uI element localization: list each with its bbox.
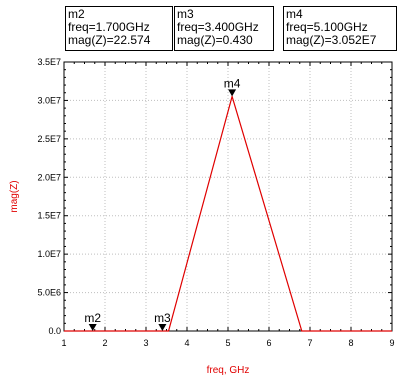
x-tick-label: 7 <box>307 338 312 348</box>
x-tick-label: 2 <box>102 338 107 348</box>
x-tick-label: 4 <box>184 338 189 348</box>
y-tick-label: 0.0 <box>48 326 61 336</box>
marker-m2-label: m2 <box>84 311 101 325</box>
marker-readout-freq: freq=3.400GHz <box>177 20 259 34</box>
marker-readout-name: m4 <box>286 7 303 21</box>
x-tick-label: 9 <box>389 338 394 348</box>
x-tick-label: 5 <box>225 338 230 348</box>
marker-readout-m4: m4 freq=5.100GHz mag(Z)=3.052E7 <box>283 6 397 51</box>
y-tick-label: 1.5E7 <box>37 211 61 221</box>
y-tick-label: 3.0E7 <box>37 95 61 105</box>
marker-m3-label: m3 <box>154 311 171 325</box>
y-tick-label: 1.0E7 <box>37 249 61 259</box>
marker-readout-mag: mag(Z)=0.430 <box>177 33 253 47</box>
marker-readout-freq: freq=5.100GHz <box>286 20 368 34</box>
marker-m3-triangle <box>158 324 167 331</box>
marker-m4-triangle <box>228 89 237 97</box>
y-tick-label: 5.0E6 <box>37 288 61 298</box>
plot-frame <box>63 61 393 332</box>
x-tick-label: 6 <box>266 338 271 348</box>
x-axis-title: freq, GHz <box>207 365 250 376</box>
x-tick-label: 8 <box>348 338 353 348</box>
x-tick-label: 1 <box>61 338 66 348</box>
marker-m2-triangle <box>88 323 97 331</box>
marker-readout-m3: m3 freq=3.400GHz mag(Z)=0.430 <box>174 6 274 51</box>
marker-readout-mag: mag(Z)=3.052E7 <box>286 33 377 47</box>
marker-readout-name: m2 <box>68 7 85 21</box>
y-tick-label: 3.5E7 <box>37 57 61 67</box>
y-axis-title: mag(Z) <box>9 180 20 212</box>
marker-readout-m2: m2 freq=1.700GHz mag(Z)=22.574 <box>65 6 173 51</box>
y-tick-label: 2.0E7 <box>37 172 61 182</box>
marker-m4-label: m4 <box>224 76 241 90</box>
y-tick-label: 2.5E7 <box>37 134 61 144</box>
marker-readout-name: m3 <box>177 7 194 21</box>
marker-readout-freq: freq=1.700GHz <box>68 20 150 34</box>
x-tick-label: 3 <box>143 338 148 348</box>
marker-readout-mag: mag(Z)=22.574 <box>68 33 151 47</box>
